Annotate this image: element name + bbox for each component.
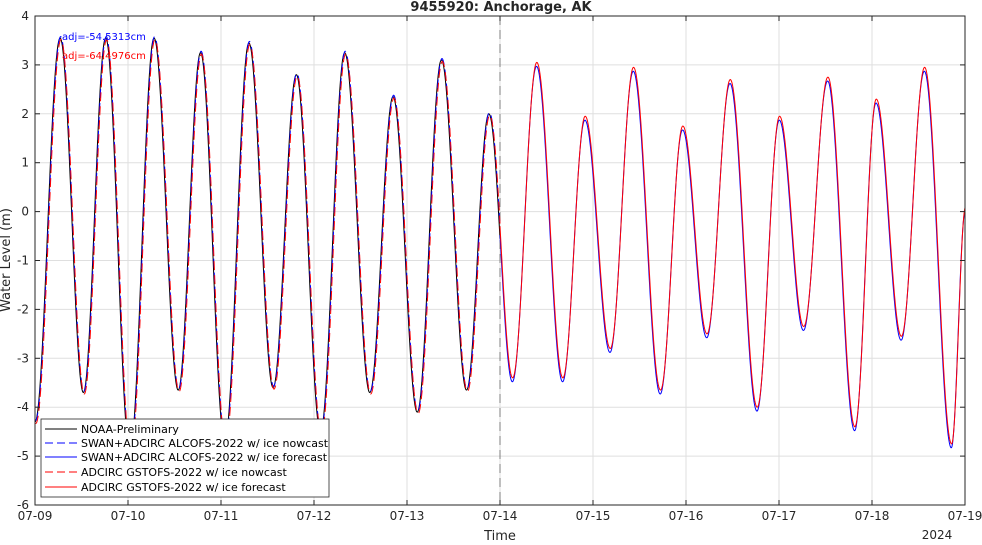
legend-entry-alcofs-forecast: SWAN+ADCIRC ALCOFS-2022 w/ ice forecast xyxy=(45,451,328,464)
y-axis-label: Water Level (m) xyxy=(0,208,14,312)
legend-entry-gstofs-forecast: ADCIRC GSTOFS-2022 w/ ice forecast xyxy=(45,481,286,494)
legend-label-gstofs-nowcast: ADCIRC GSTOFS-2022 w/ ice nowcast xyxy=(81,466,287,479)
y-tick-label: 4 xyxy=(21,9,29,23)
x-tick-label: 07-14 xyxy=(483,509,518,523)
x-tick-label: 07-19 xyxy=(948,509,982,523)
y-tick-label: -5 xyxy=(17,449,29,463)
legend-label-gstofs-forecast: ADCIRC GSTOFS-2022 w/ ice forecast xyxy=(81,481,286,494)
x-tick-label: 07-17 xyxy=(762,509,797,523)
legend-box xyxy=(40,418,330,498)
y-tick-label: 0 xyxy=(21,205,29,219)
x-tick-label: 07-09 xyxy=(18,509,53,523)
chart-title: 9455920: Anchorage, AK xyxy=(410,0,592,15)
x-axis-year-label: 2024 xyxy=(922,528,953,541)
x-tick-label: 07-18 xyxy=(855,509,890,523)
x-tick-label: 07-16 xyxy=(669,509,704,523)
x-tick-label: 07-13 xyxy=(390,509,425,523)
y-tick-label: -1 xyxy=(17,254,29,268)
legend-label-alcofs-forecast: SWAN+ADCIRC ALCOFS-2022 w/ ice forecast xyxy=(81,451,328,464)
x-tick-label: 07-12 xyxy=(297,509,332,523)
series-line-0 xyxy=(35,37,501,452)
axis-ticks: 07-09 07-10 07-11 07-12 07-13 07-14 07-15 07-16… xyxy=(17,9,982,523)
legend-entry-gstofs-nowcast: ADCIRC GSTOFS-2022 w/ ice nowcast xyxy=(45,466,287,479)
series-lines xyxy=(35,35,965,454)
x-tick-label: 07-15 xyxy=(576,509,611,523)
y-tick-label: 1 xyxy=(21,156,29,170)
y-tick-label: -6 xyxy=(17,498,29,512)
y-tick-label: -2 xyxy=(17,302,29,316)
legend: NOAA-Preliminary SWAN+ADCIRC ALCOFS-2022… xyxy=(40,418,330,498)
x-axis-label: Time xyxy=(483,529,516,541)
red-adjustment-annotation: adj=-64.4976cm xyxy=(62,51,146,62)
y-tick-label: -3 xyxy=(17,351,29,365)
y-tick-label: 3 xyxy=(21,58,29,72)
series-line-4 xyxy=(499,61,965,445)
series-line-3 xyxy=(35,38,501,454)
legend-entry-noaa: NOAA-Preliminary xyxy=(45,423,179,436)
blue-adjustment-annotation: adj=-54.5313cm xyxy=(62,32,146,43)
y-tick-label: 2 xyxy=(21,107,29,121)
legend-entry-alcofs-nowcast: SWAN+ADCIRC ALCOFS-2022 w/ ice nowcast xyxy=(45,437,329,450)
y-tick-label: -4 xyxy=(17,400,29,414)
x-tick-label: 07-10 xyxy=(111,509,146,523)
x-tick-label: 07-11 xyxy=(204,509,239,523)
legend-label-alcofs-nowcast: SWAN+ADCIRC ALCOFS-2022 w/ ice nowcast xyxy=(81,437,329,450)
legend-label-noaa: NOAA-Preliminary xyxy=(81,423,179,436)
